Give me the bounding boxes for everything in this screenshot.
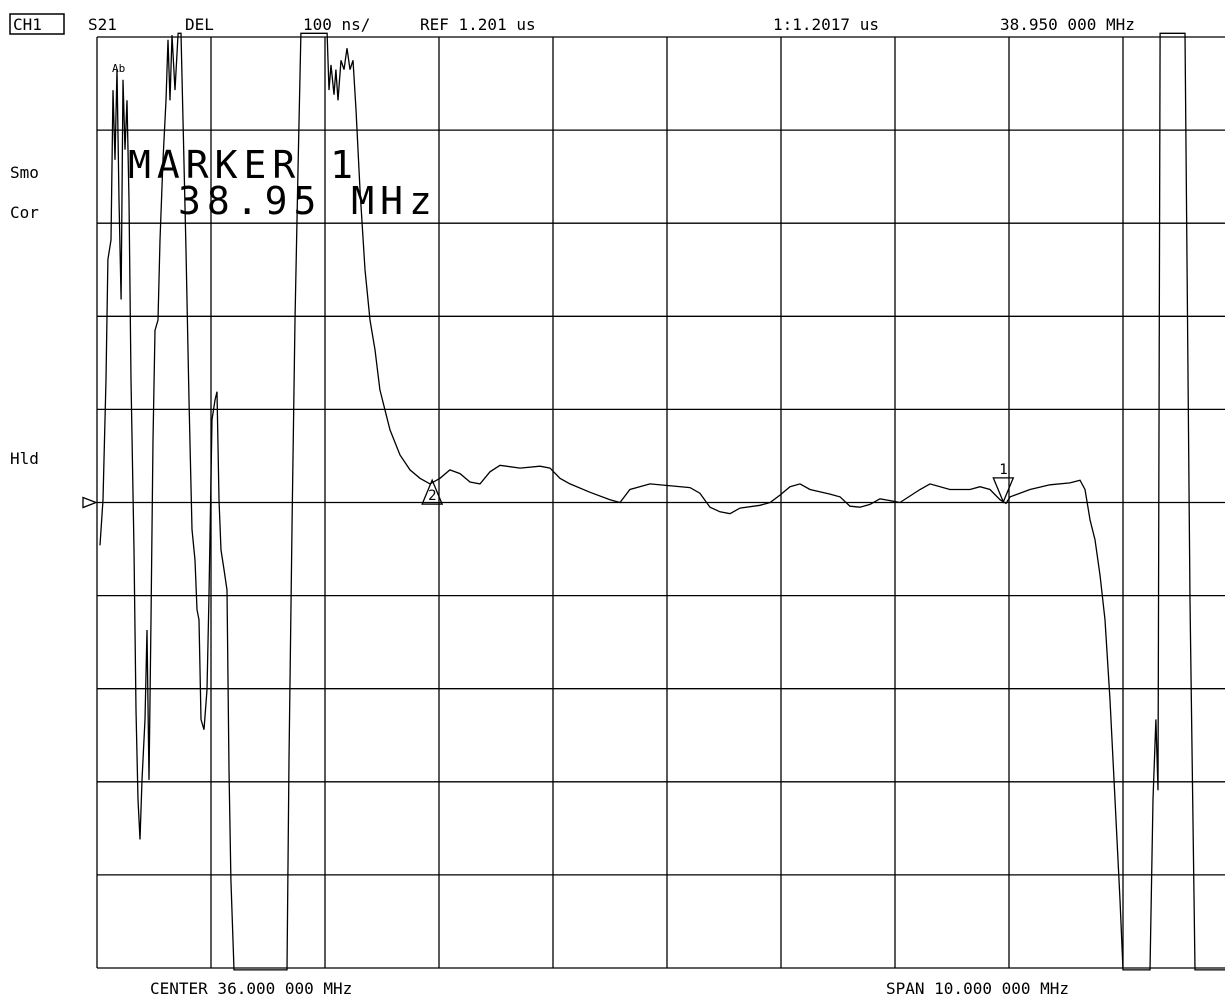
footer-span: SPAN 10.000 000 MHz xyxy=(886,979,1069,996)
format: DEL xyxy=(185,15,214,34)
ref-arrow xyxy=(82,496,98,509)
channel-box xyxy=(9,13,65,35)
scale: 100 ns/ xyxy=(303,15,370,34)
status: Hld xyxy=(10,449,39,468)
marker-readout: 1:1.2017 us xyxy=(773,15,879,34)
channel: CH1 xyxy=(13,15,42,34)
marker xyxy=(992,477,1015,504)
annotation-small: Ab xyxy=(112,62,125,75)
plot-area xyxy=(96,32,1225,971)
status: Cor xyxy=(10,203,39,222)
status: Smo xyxy=(10,163,39,182)
reference: REF 1.201 us xyxy=(420,15,536,34)
footer-center: CENTER 36.000 000 MHz xyxy=(150,979,352,996)
trace xyxy=(99,32,1225,971)
marker xyxy=(421,478,444,505)
annotation: 38.95 MHz xyxy=(178,179,438,223)
marker-frequency: 38.950 000 MHz xyxy=(1000,15,1135,34)
marker-label: 2 xyxy=(428,488,436,504)
annotation: MARKER 1 xyxy=(128,143,359,187)
marker-label: 1 xyxy=(999,462,1007,478)
parameter: S21 xyxy=(88,15,117,34)
